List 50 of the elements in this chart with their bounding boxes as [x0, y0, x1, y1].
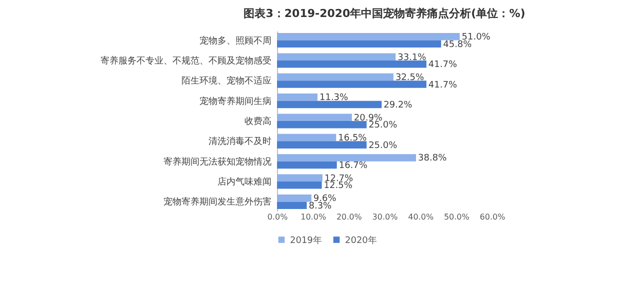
bar: [277, 53, 396, 60]
x-tick-label: 0.0%: [267, 212, 288, 222]
x-tick-label: 30.0%: [372, 212, 398, 222]
legend-label: 2020年: [345, 234, 377, 246]
data-label: 25.0%: [368, 120, 398, 131]
y-tick-label: 陌生环境、宠物不适应: [182, 76, 272, 87]
bar: [277, 114, 352, 121]
data-label: 25.0%: [368, 140, 398, 151]
bar: [277, 121, 367, 128]
bar: [277, 73, 394, 81]
bar: [277, 40, 442, 48]
y-tick-label: 寄养服务不专业、不规范、不顾及宠物感受: [100, 55, 272, 66]
y-tick-label: 店内气味难闻: [218, 176, 272, 188]
data-label: 12.5%: [324, 181, 353, 192]
data-label: 29.2%: [384, 100, 413, 110]
legend-label: 2019年: [290, 234, 322, 246]
bar: [277, 134, 336, 142]
y-tick-label: 寄养期间无法获知宠物情况: [164, 156, 272, 168]
bar: [277, 194, 312, 202]
y-tick-label: 清洗消毒不及时: [208, 136, 272, 148]
data-label: 11.3%: [319, 93, 349, 104]
x-tick-label: 20.0%: [336, 212, 362, 222]
bar: [277, 154, 416, 162]
bar: [277, 33, 460, 40]
x-tick-label: 40.0%: [408, 212, 434, 222]
y-tick-label: 宠物寄养期间生病: [200, 96, 272, 107]
data-label: 41.7%: [428, 60, 458, 70]
bar: [277, 94, 318, 101]
data-label: 16.5%: [338, 134, 368, 144]
data-label: 33.1%: [398, 52, 427, 63]
y-tick-label: 收费高: [244, 116, 272, 127]
x-tick-label: 50.0%: [444, 212, 470, 222]
bar: [277, 100, 382, 108]
data-label: 38.8%: [418, 154, 448, 164]
x-tick-label: 60.0%: [480, 212, 506, 222]
data-label: 32.5%: [395, 73, 424, 84]
bar: [277, 60, 426, 68]
bar: [277, 80, 426, 88]
bar: [277, 202, 307, 209]
y-tick-label: 宠物多、照顾不周: [200, 35, 272, 46]
data-label: 41.7%: [428, 80, 458, 90]
data-label: 16.7%: [338, 160, 368, 171]
bar: [277, 161, 337, 169]
data-label: 45.8%: [443, 40, 472, 50]
bar: [277, 182, 322, 189]
x-tick-label: 10.0%: [300, 212, 326, 222]
bar: [277, 174, 323, 182]
y-tick-label: 宠物寄养期间发生意外伤害: [164, 196, 272, 208]
chart-title: 图表3：2019-2020年中国宠物寄养痛点分析(单位：%): [244, 7, 526, 20]
bar: [277, 141, 367, 148]
